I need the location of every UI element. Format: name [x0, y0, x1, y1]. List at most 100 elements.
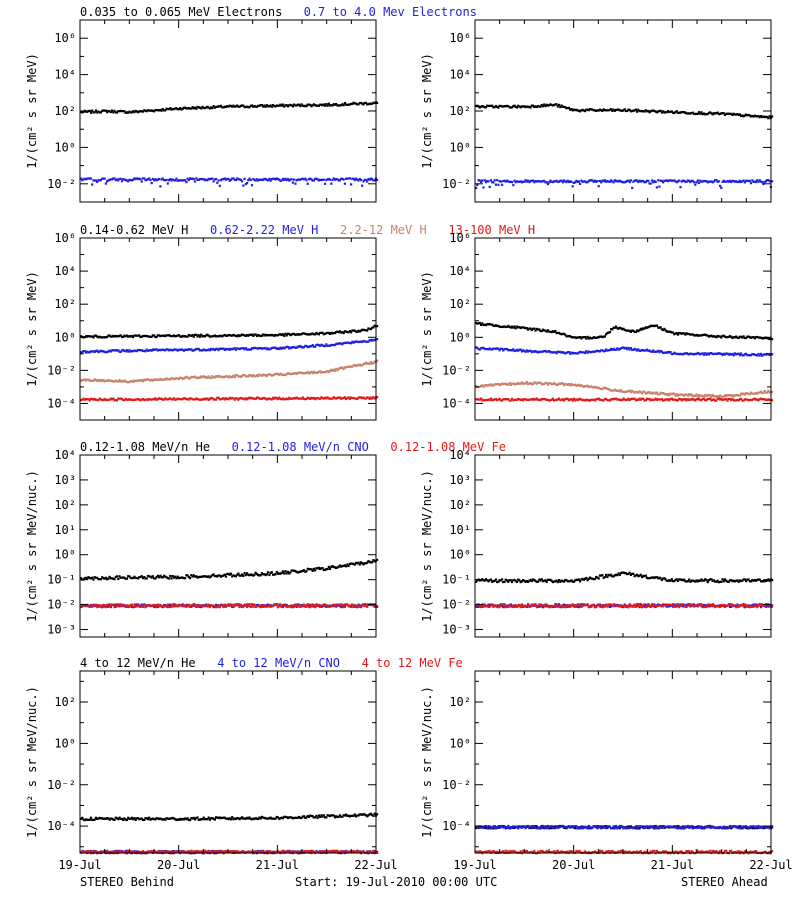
data-point [520, 105, 523, 108]
data-point [289, 334, 292, 337]
data-point [716, 180, 719, 183]
data-point [634, 179, 637, 182]
data-point [187, 179, 190, 182]
data-point [709, 605, 712, 608]
data-point [170, 398, 173, 401]
y-tick-label: 10⁶ [449, 31, 471, 45]
data-point [286, 372, 289, 375]
data-point [652, 576, 655, 579]
data-point [156, 349, 159, 352]
data-point [265, 348, 268, 351]
data-point [686, 394, 689, 397]
data-point [357, 561, 360, 564]
data-point [91, 109, 94, 112]
data-point [304, 332, 307, 335]
data-point [655, 576, 658, 579]
data-point [554, 398, 557, 402]
data-point [498, 579, 501, 582]
y-tick-label: 10² [54, 104, 76, 118]
data-point [506, 383, 509, 386]
data-point [138, 177, 141, 180]
data-point [647, 391, 650, 394]
data-point [696, 112, 699, 115]
data-point [263, 573, 266, 576]
y-tick-label: 10³ [54, 473, 76, 487]
data-point [161, 576, 164, 579]
data-point [231, 816, 234, 819]
data-point [258, 178, 261, 181]
data-point [721, 353, 724, 357]
data-point [614, 348, 618, 351]
data-point [236, 347, 239, 350]
data-point [683, 111, 686, 114]
data-point [200, 349, 203, 352]
data-point [307, 568, 311, 571]
data-point [128, 605, 131, 608]
data-point [624, 572, 628, 575]
data-point [704, 352, 707, 355]
data-point [229, 604, 233, 607]
data-point [347, 365, 350, 368]
data-point [343, 330, 346, 333]
data-point [177, 603, 180, 606]
data-point [253, 375, 256, 378]
data-point [300, 397, 303, 400]
data-point [603, 605, 606, 608]
data-point [652, 392, 655, 395]
data-point [103, 177, 106, 180]
data-point [340, 177, 343, 180]
data-point [166, 398, 169, 401]
data-point [602, 576, 605, 579]
data-point [269, 571, 272, 575]
data-point [764, 115, 767, 118]
data-point [576, 578, 579, 581]
data-point [706, 112, 709, 116]
data-point [132, 380, 135, 383]
data-point [766, 336, 769, 340]
data-point [738, 335, 741, 338]
data-point [363, 397, 366, 400]
data-point [748, 336, 751, 339]
data-point [580, 384, 583, 387]
data-point [481, 322, 484, 325]
data-point [767, 337, 770, 340]
data-point [662, 392, 665, 395]
data-point [285, 104, 288, 107]
data-point [231, 348, 234, 351]
data-point [320, 604, 323, 607]
data-point [139, 575, 142, 578]
data-point [262, 573, 265, 576]
data-point [669, 110, 672, 113]
data-point [725, 112, 728, 115]
data-point [184, 106, 187, 109]
data-point [89, 816, 93, 819]
data-point [616, 389, 619, 392]
data-point [89, 577, 93, 580]
data-point [165, 348, 168, 351]
data-point [208, 178, 211, 181]
data-point [120, 349, 124, 352]
data-point [153, 398, 156, 401]
data-point [579, 182, 582, 185]
data-point [174, 107, 177, 110]
data-point [93, 576, 96, 579]
data-point [668, 399, 671, 402]
data-point [701, 333, 704, 337]
data-point [496, 179, 499, 182]
data-point [243, 348, 246, 351]
data-point [751, 604, 754, 607]
data-point [257, 603, 260, 607]
data-point [610, 573, 613, 576]
data-point [197, 398, 200, 401]
data-point [621, 605, 624, 609]
data-point [180, 398, 183, 401]
data-point [92, 398, 95, 401]
data-point [343, 366, 346, 369]
data-point [171, 377, 174, 380]
data-point [319, 567, 322, 571]
data-point [688, 393, 691, 396]
data-point [80, 577, 83, 580]
data-point [88, 351, 91, 354]
data-point [315, 331, 318, 335]
data-point [109, 604, 112, 607]
